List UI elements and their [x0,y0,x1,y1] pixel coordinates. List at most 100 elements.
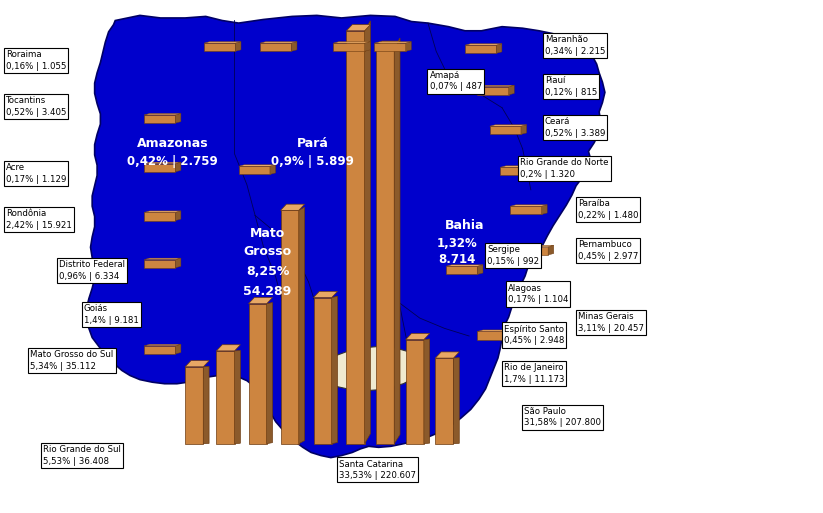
Polygon shape [477,85,514,87]
Polygon shape [346,31,365,444]
Polygon shape [314,291,337,298]
Polygon shape [446,265,483,266]
Polygon shape [374,42,412,43]
Text: Rondônia
2,42% | 15.921: Rondônia 2,42% | 15.921 [6,209,72,230]
Polygon shape [291,42,297,51]
Polygon shape [477,87,509,95]
Polygon shape [435,358,453,444]
Text: Pernambuco
0,45% | 2.977: Pernambuco 0,45% | 2.977 [578,240,638,261]
Polygon shape [144,113,181,115]
Polygon shape [144,260,175,268]
Text: 0,9% | 5.899: 0,9% | 5.899 [272,155,354,168]
Polygon shape [500,167,532,175]
Polygon shape [144,258,181,260]
Text: Bahia: Bahia [445,219,485,232]
Polygon shape [175,258,181,268]
Text: Goiás
1,4% | 9.181: Goiás 1,4% | 9.181 [84,304,139,325]
Text: 54.289: 54.289 [244,285,291,298]
Polygon shape [144,344,181,346]
Polygon shape [175,113,181,123]
Polygon shape [314,298,332,444]
Polygon shape [235,350,240,444]
Text: Rio Grande do Norte
0,2% | 1.320: Rio Grande do Norte 0,2% | 1.320 [520,158,609,179]
Polygon shape [510,205,547,206]
Text: Rio Grande do Sul
5,53% | 36.408: Rio Grande do Sul 5,53% | 36.408 [43,445,121,466]
Text: Mato Grosso do Sul
5,34% | 35.112: Mato Grosso do Sul 5,34% | 35.112 [30,350,114,371]
Text: Espírito Santo
0,45% | 2.948: Espírito Santo 0,45% | 2.948 [504,325,564,345]
Polygon shape [532,166,537,175]
Polygon shape [376,41,400,47]
Polygon shape [346,25,370,31]
Polygon shape [332,297,337,444]
Polygon shape [270,165,276,174]
Polygon shape [496,44,502,53]
Polygon shape [490,125,527,126]
Polygon shape [175,211,181,221]
Polygon shape [185,361,209,367]
Polygon shape [317,346,420,391]
Polygon shape [424,339,430,444]
Text: Rio de Janeiro
1,7% | 11.173: Rio de Janeiro 1,7% | 11.173 [504,363,565,384]
Polygon shape [185,367,203,444]
Polygon shape [517,247,548,255]
Polygon shape [500,166,537,167]
Text: Distrito Federal
0,96% | 6.334: Distrito Federal 0,96% | 6.334 [59,261,125,281]
Text: Piauí
0,12% | 815: Piauí 0,12% | 815 [545,76,597,96]
Polygon shape [509,330,514,340]
Text: Paraíba
0,22% | 1.480: Paraíba 0,22% | 1.480 [578,199,639,220]
Polygon shape [144,164,175,172]
Polygon shape [86,15,605,458]
Polygon shape [239,166,270,174]
Text: 8.714: 8.714 [438,252,476,266]
Text: Ceará
0,52% | 3.389: Ceará 0,52% | 3.389 [545,117,605,137]
Text: 1,32%: 1,32% [436,237,477,250]
Text: Minas Gerais
3,11% | 20.457: Minas Gerais 3,11% | 20.457 [578,312,644,332]
Polygon shape [540,288,546,298]
Polygon shape [204,43,235,51]
Polygon shape [333,42,370,43]
Polygon shape [446,266,477,274]
Polygon shape [477,265,483,274]
Polygon shape [144,212,175,221]
Polygon shape [406,42,412,51]
Text: São Paulo
31,58% | 207.800: São Paulo 31,58% | 207.800 [524,407,602,427]
Text: Mato: Mato [250,227,285,240]
Polygon shape [406,333,430,340]
Polygon shape [204,42,241,43]
Text: Tocantins
0,52% | 3.405: Tocantins 0,52% | 3.405 [6,96,67,117]
Polygon shape [235,42,241,51]
Text: Grosso: Grosso [244,245,291,258]
Text: Amazonas: Amazonas [137,137,209,150]
Polygon shape [374,43,406,51]
Polygon shape [239,165,276,166]
Polygon shape [281,210,299,444]
Polygon shape [465,44,502,45]
Polygon shape [260,43,291,51]
Polygon shape [406,340,424,444]
Polygon shape [465,45,496,53]
Polygon shape [521,125,527,134]
Text: Santa Catarina
33,53% | 220.607: Santa Catarina 33,53% | 220.607 [339,460,416,480]
Polygon shape [490,126,521,134]
Text: 8,25%: 8,25% [246,265,289,279]
Polygon shape [365,42,370,51]
Polygon shape [509,289,540,298]
Text: Pará: Pará [297,137,328,150]
Polygon shape [249,304,267,444]
Polygon shape [477,330,514,331]
Polygon shape [517,245,554,247]
Polygon shape [376,47,394,444]
Polygon shape [267,303,272,444]
Polygon shape [542,205,547,214]
Polygon shape [203,366,209,444]
Polygon shape [365,21,370,444]
Polygon shape [144,211,181,212]
Text: Roraima
0,16% | 1.055: Roraima 0,16% | 1.055 [6,50,67,71]
Polygon shape [216,345,240,351]
Polygon shape [509,85,514,95]
Polygon shape [477,331,509,340]
Polygon shape [175,344,181,354]
Polygon shape [333,43,365,51]
Text: Alagoas
0,17% | 1.104: Alagoas 0,17% | 1.104 [508,284,569,304]
Polygon shape [299,207,305,444]
